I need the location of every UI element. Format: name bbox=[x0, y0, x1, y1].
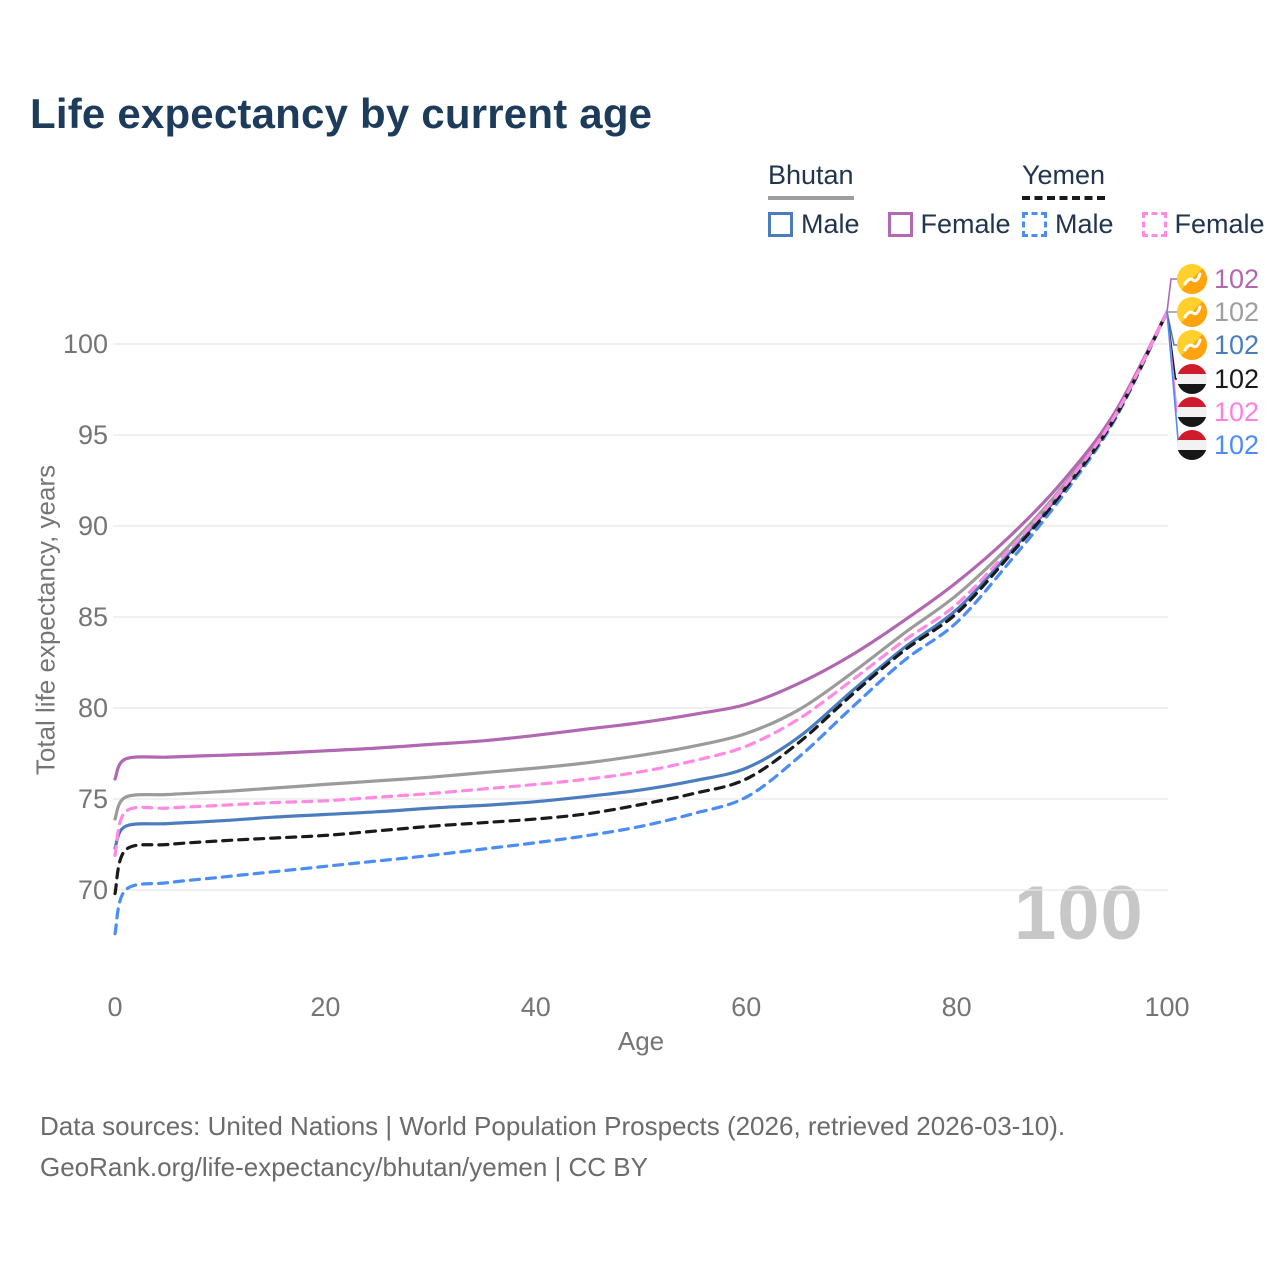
y-tick-label: 85 bbox=[78, 602, 108, 632]
legend-item-yemen-female[interactable]: Female bbox=[1141, 209, 1265, 240]
legend-item-label: Female bbox=[1174, 209, 1265, 239]
footer: Data sources: United Nations | World Pop… bbox=[40, 1106, 1065, 1188]
series-line-bhutan-all[interactable] bbox=[113, 310, 1169, 821]
y-tick-label: 95 bbox=[78, 420, 108, 450]
x-tick-label: 20 bbox=[310, 992, 340, 1022]
legend-item-label: Male bbox=[801, 209, 860, 239]
page-title: Life expectancy by current age bbox=[30, 90, 653, 137]
series-line-bhutan-male[interactable] bbox=[113, 310, 1169, 850]
x-tick-label: 80 bbox=[942, 992, 972, 1022]
series-line-yemen-all[interactable] bbox=[113, 310, 1169, 896]
legend-item-bhutan-female[interactable]: Female bbox=[887, 209, 1011, 240]
legend-item-label: Female bbox=[920, 209, 1011, 239]
legend-group-title-bhutan: Bhutan bbox=[768, 160, 854, 200]
series-line-yemen-female[interactable] bbox=[113, 310, 1169, 857]
bhutan-male-swatch-icon bbox=[768, 212, 793, 237]
series-line-yemen-male[interactable] bbox=[113, 310, 1169, 936]
x-axis-label: Age bbox=[617, 1026, 665, 1056]
x-tick-label: 100 bbox=[1144, 992, 1189, 1022]
legend-group-yemen: Yemen Male Female bbox=[1022, 160, 1280, 240]
yemen-male-swatch-icon bbox=[1022, 212, 1047, 237]
y-tick-label: 100 bbox=[63, 329, 108, 359]
footer-link-line: GeoRank.org/life-expectancy/bhutan/yemen… bbox=[40, 1152, 648, 1182]
x-tick-label: 0 bbox=[107, 992, 122, 1022]
yemen-female-swatch-icon bbox=[1141, 212, 1167, 237]
legend-item-bhutan-male[interactable]: Male bbox=[768, 209, 860, 240]
y-axis-label: Total life expectancy, years bbox=[30, 464, 61, 776]
x-tick-label: 60 bbox=[731, 992, 761, 1022]
x-tick-label: 40 bbox=[521, 992, 551, 1022]
legend-item-label: Male bbox=[1055, 209, 1114, 239]
legend-group-bhutan: Bhutan Male Female bbox=[768, 160, 1039, 240]
legend-group-title-yemen: Yemen bbox=[1022, 160, 1106, 200]
leader-line-bhutan-female bbox=[1166, 278, 1182, 313]
legend-item-yemen-male[interactable]: Male bbox=[1022, 209, 1114, 240]
watermark-age-100: 100 bbox=[1014, 871, 1144, 956]
y-tick-label: 90 bbox=[78, 511, 108, 541]
bhutan-female-swatch-icon bbox=[887, 212, 913, 237]
y-tick-label: 75 bbox=[78, 784, 108, 814]
y-tick-label: 70 bbox=[78, 875, 108, 905]
y-tick-label: 80 bbox=[78, 693, 108, 723]
series-line-bhutan-female[interactable] bbox=[113, 310, 1169, 781]
footer-data-sources: Data sources: United Nations | World Pop… bbox=[40, 1111, 1066, 1141]
